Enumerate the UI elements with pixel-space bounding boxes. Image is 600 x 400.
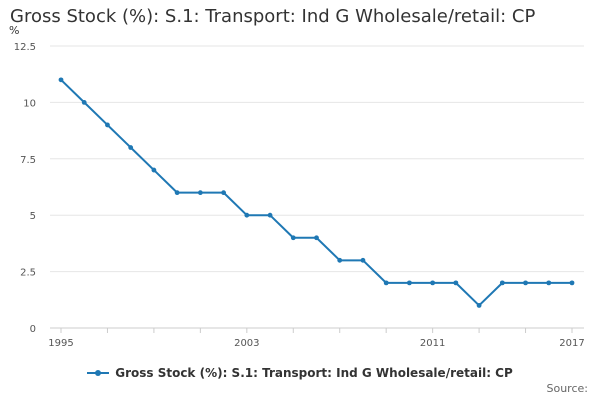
y-tick-label: 12.5 bbox=[14, 42, 36, 53]
data-point bbox=[290, 235, 296, 241]
legend-line-marker-icon bbox=[87, 367, 110, 379]
data-point bbox=[244, 212, 250, 218]
data-point bbox=[174, 190, 180, 196]
legend-series-label: Gross Stock (%): S.1: Transport: Ind G W… bbox=[115, 366, 513, 380]
y-tick-label: 10 bbox=[23, 98, 36, 109]
data-point bbox=[314, 235, 319, 241]
data-point bbox=[499, 280, 505, 286]
data-point bbox=[407, 280, 412, 286]
data-point bbox=[151, 167, 157, 173]
data-point bbox=[105, 122, 110, 128]
x-tick-label: 2011 bbox=[420, 338, 445, 349]
data-point bbox=[383, 280, 389, 286]
data-point bbox=[197, 190, 203, 196]
data-point bbox=[221, 190, 226, 196]
data-point bbox=[58, 77, 64, 83]
source-label[interactable]: Source: bbox=[546, 382, 589, 395]
data-point bbox=[476, 303, 482, 308]
x-tick-label: 2017 bbox=[559, 338, 584, 349]
y-tick-label: 2.5 bbox=[20, 268, 36, 279]
chart-title: Gross Stock (%): S.1: Transport: Ind G W… bbox=[10, 6, 536, 27]
data-point bbox=[523, 280, 528, 286]
data-point bbox=[337, 257, 343, 263]
y-tick-label: 0 bbox=[30, 324, 36, 335]
y-tick-label: 7.5 bbox=[20, 155, 36, 166]
chart-legend[interactable]: Gross Stock (%): S.1: Transport: Ind G W… bbox=[0, 366, 600, 380]
x-tick-label: 1995 bbox=[48, 338, 73, 349]
data-point bbox=[360, 257, 366, 263]
data-point bbox=[267, 212, 273, 218]
x-tick-label: 2003 bbox=[234, 338, 259, 349]
data-point bbox=[128, 145, 134, 150]
y-tick-label: 5 bbox=[30, 211, 36, 222]
data-point bbox=[453, 280, 459, 286]
data-point bbox=[430, 280, 436, 286]
data-point bbox=[569, 280, 575, 286]
y-axis-unit-label: % bbox=[9, 24, 20, 37]
data-point bbox=[546, 280, 552, 286]
data-point bbox=[81, 100, 87, 105]
